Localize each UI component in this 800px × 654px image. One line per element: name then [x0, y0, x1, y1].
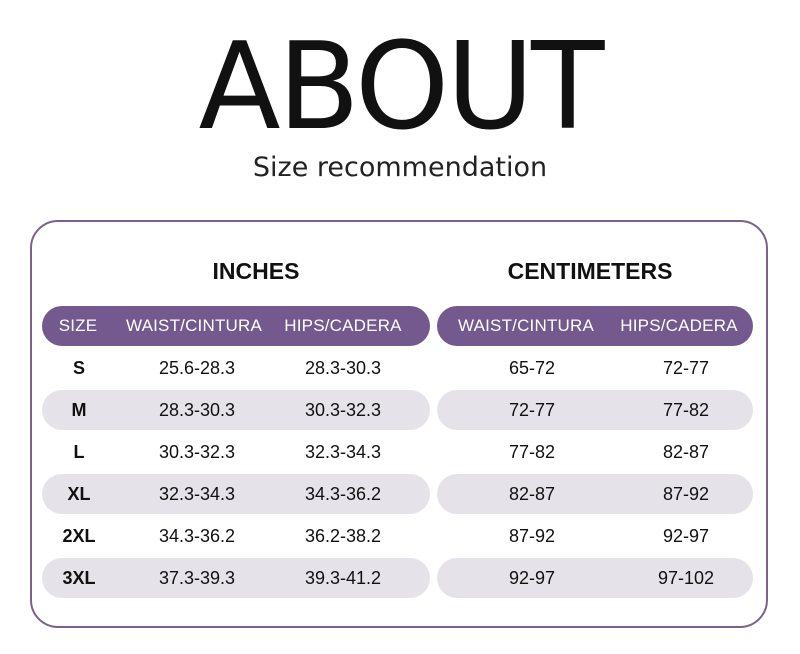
page-title: ABOUT	[198, 18, 605, 157]
inches-header-bar: SIZE WAIST/CINTURA HIPS/CADERA	[42, 306, 430, 346]
waist-inches-cell: 25.6-28.3	[158, 358, 236, 378]
table-row: 3XL 37.3-39.3 39.3-41.2	[42, 558, 430, 598]
table-row: 72-77 77-82	[437, 390, 753, 430]
size-cell: L	[73, 442, 85, 462]
header-hips-inches: HIPS/CADERA	[284, 316, 402, 335]
waist-cm-cell: 82-87	[508, 484, 556, 504]
waist-cm-cell: 72-77	[508, 400, 556, 420]
table-row: 92-97 97-102	[437, 558, 753, 598]
waist-inches-cell: 34.3-36.2	[158, 526, 236, 546]
hips-inches-cell: 30.3-32.3	[304, 400, 382, 420]
table-row: 2XL 34.3-36.2 36.2-38.2	[42, 516, 430, 556]
size-cell: 3XL	[62, 568, 96, 588]
waist-inches-cell: 37.3-39.3	[158, 568, 236, 588]
hips-inches-cell: 34.3-36.2	[304, 484, 382, 504]
size-cell: M	[71, 400, 87, 420]
table-row: L 30.3-32.3 32.3-34.3	[42, 432, 430, 472]
hips-cm-cell: 92-97	[662, 526, 710, 546]
table-row: M 28.3-30.3 30.3-32.3	[42, 390, 430, 430]
waist-cm-cell: 92-97	[508, 568, 556, 588]
waist-inches-cell: 32.3-34.3	[158, 484, 236, 504]
header-hips-cm: HIPS/CADERA	[620, 316, 738, 335]
hips-inches-cell: 39.3-41.2	[304, 568, 382, 588]
inches-section-title: INCHES	[212, 258, 300, 284]
centimeters-section-title: CENTIMETERS	[507, 258, 673, 284]
page-subtitle: Size recommendation	[252, 152, 548, 183]
hips-inches-cell: 28.3-30.3	[304, 358, 382, 378]
size-cell: 2XL	[62, 526, 96, 546]
hips-cm-cell: 97-102	[657, 568, 715, 588]
hips-cm-cell: 87-92	[662, 484, 710, 504]
size-cell: S	[72, 358, 85, 378]
table-row: 65-72 72-77	[437, 348, 753, 388]
table-row: S 25.6-28.3 28.3-30.3	[42, 348, 430, 388]
table-row: 87-92 92-97	[437, 516, 753, 556]
header-size: SIZE	[58, 316, 98, 335]
hips-cm-cell: 72-77	[662, 358, 710, 378]
waist-cm-cell: 65-72	[508, 358, 556, 378]
header-waist-inches: WAIST/CINTURA	[125, 316, 263, 335]
table-row: 77-82 82-87	[437, 432, 753, 472]
waist-inches-cell: 28.3-30.3	[158, 400, 236, 420]
waist-cm-cell: 77-82	[508, 442, 556, 462]
waist-cm-cell: 87-92	[508, 526, 556, 546]
hips-cm-cell: 77-82	[662, 400, 710, 420]
table-row: XL 32.3-34.3 34.3-36.2	[42, 474, 430, 514]
size-cell: XL	[67, 484, 91, 504]
header-waist-cm: WAIST/CINTURA	[457, 316, 595, 335]
waist-inches-cell: 30.3-32.3	[158, 442, 236, 462]
hips-inches-cell: 36.2-38.2	[304, 526, 382, 546]
hips-inches-cell: 32.3-34.3	[304, 442, 382, 462]
hips-cm-cell: 82-87	[662, 442, 710, 462]
centimeters-header-bar: WAIST/CINTURA HIPS/CADERA	[437, 306, 753, 346]
table-row: 82-87 87-92	[437, 474, 753, 514]
